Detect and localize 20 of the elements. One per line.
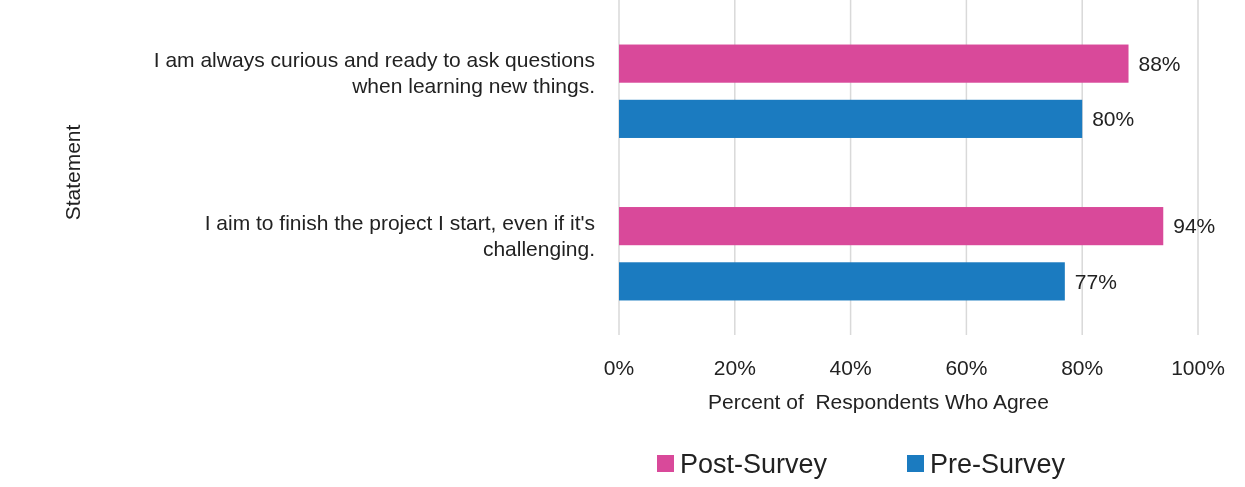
bar: [619, 262, 1065, 301]
bar: [619, 44, 1129, 83]
x-tick-label: 20%: [713, 356, 756, 379]
legend-label: Post-Survey: [680, 449, 828, 480]
x-tick-label: 80%: [1061, 356, 1104, 379]
y-tick-label: I am always curious and ready to ask questions when learning new things.: [153, 48, 595, 98]
x-tick-label: 100%: [1171, 356, 1225, 379]
data-label: 88%: [1138, 51, 1181, 75]
y-axis-title: Statement: [61, 124, 84, 221]
data-label: 80%: [1092, 107, 1135, 131]
x-tick-label: 0%: [603, 356, 635, 379]
x-tick-label: 60%: [945, 356, 988, 379]
legend-label: Pre-Survey: [930, 449, 1066, 480]
y-tick-label: I aim to finish the project I start, even if it's challenging.: [204, 210, 595, 260]
x-axis-title: Percent of Respondents Who Agree: [708, 390, 1049, 413]
x-tick-label: 40%: [829, 356, 872, 379]
bar: [619, 207, 1164, 246]
data-label: 94%: [1173, 214, 1216, 238]
bar: [619, 99, 1083, 138]
data-label: 77%: [1074, 269, 1117, 293]
